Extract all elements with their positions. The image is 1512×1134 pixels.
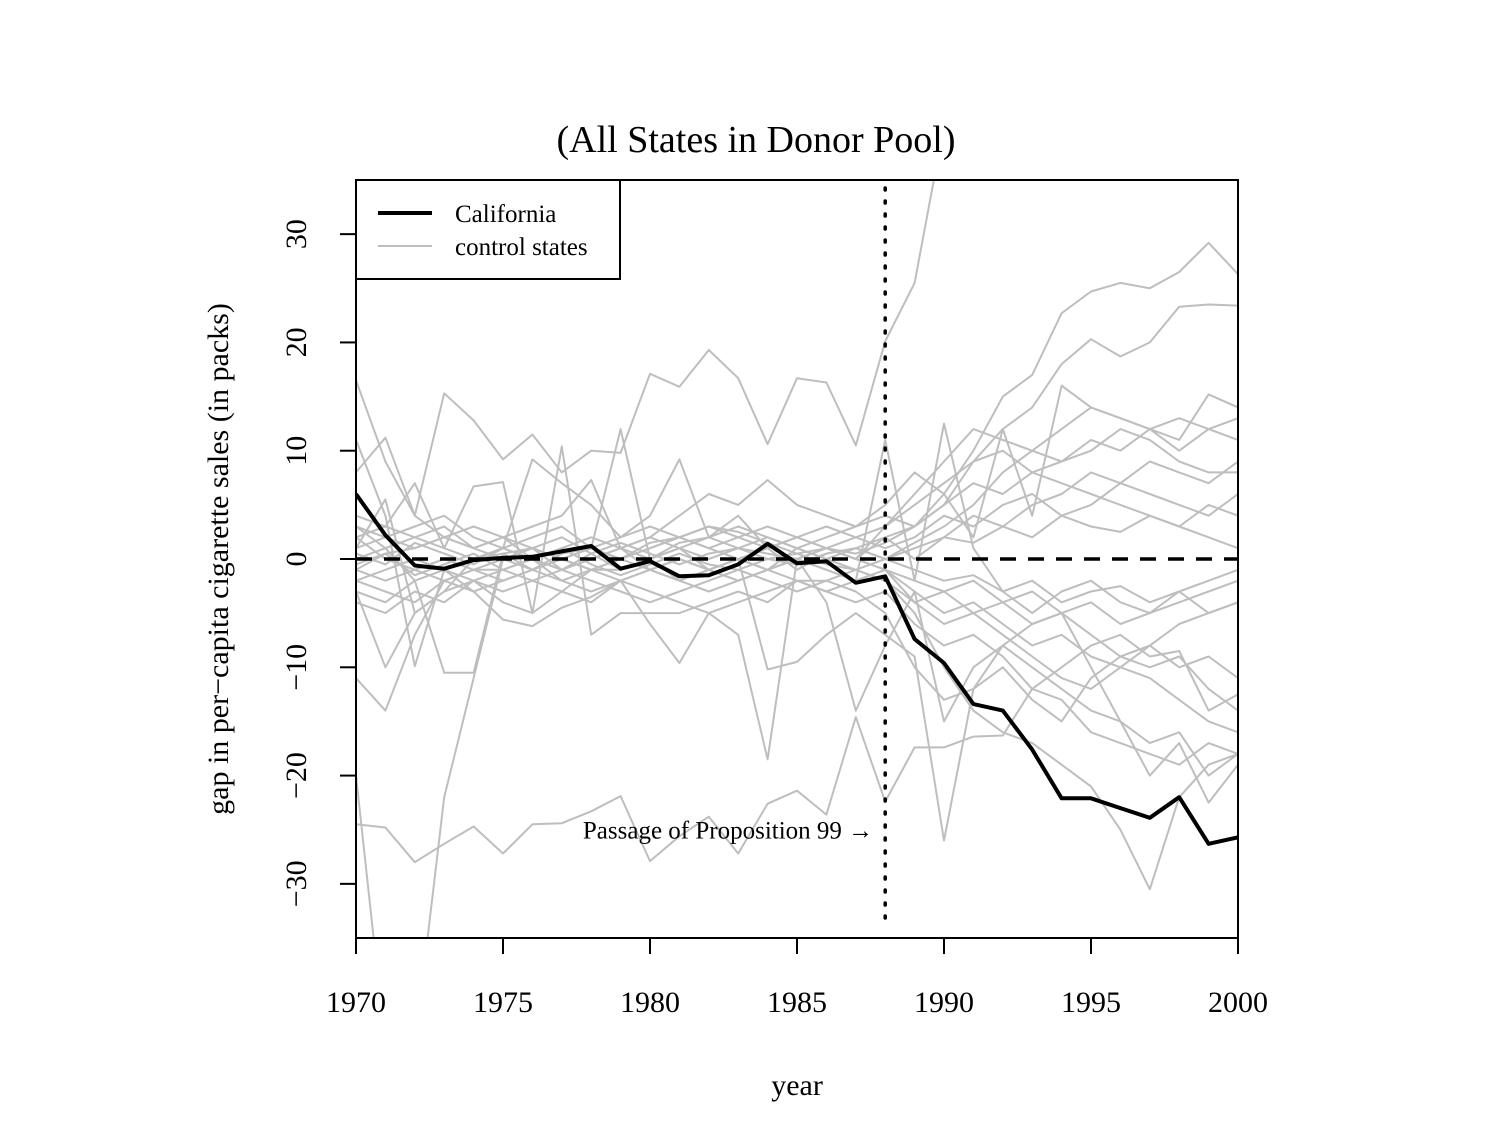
x-tick-label: 2000: [1208, 986, 1268, 1019]
legend-label-california: California: [455, 201, 556, 228]
y-tick-label: −10: [280, 644, 313, 691]
series-line-control-state: [356, 558, 1238, 842]
x-axis: 1970 1975 1980 1985 1990 1995 2000: [326, 938, 1268, 1019]
proposition-99-annotation: Passage of Proposition 99 →: [583, 818, 873, 845]
series-line-control-state: [356, 633, 1238, 864]
y-tick-label: 10: [280, 436, 313, 466]
x-tick-label: 1975: [473, 986, 533, 1019]
y-tick-label: 30: [280, 219, 313, 249]
x-tick-label: 1985: [767, 986, 827, 1019]
series-line-control-state: [356, 568, 1238, 734]
series-line-control-state: [356, 547, 1238, 615]
x-tick-label: 1990: [914, 986, 974, 1019]
series-line-control-state: [356, 558, 1238, 679]
x-tick-label: 1980: [620, 986, 680, 1019]
legend: California control states: [355, 179, 621, 280]
chart-title: (All States in Donor Pool): [557, 119, 956, 161]
legend-box: [355, 179, 621, 280]
series-line-control-state: [356, 579, 1238, 723]
legend-label-control-states: control states: [455, 234, 588, 261]
x-tick-label: 1995: [1061, 986, 1121, 1019]
y-axis-label: gap in per−capita cigarette sales (in pa…: [202, 303, 235, 815]
y-tick-label: 0: [280, 552, 313, 567]
y-tick-label: −20: [280, 752, 313, 799]
y-axis: −30 −20 −10 0 10 20 30: [280, 219, 356, 907]
series-line-control-state: [356, 180, 935, 517]
x-tick-label: 1970: [326, 986, 386, 1019]
series-line-control-state: [356, 558, 1238, 804]
y-tick-label: 20: [280, 327, 313, 357]
x-axis-label: year: [771, 1069, 823, 1102]
y-tick-label: −30: [280, 860, 313, 907]
